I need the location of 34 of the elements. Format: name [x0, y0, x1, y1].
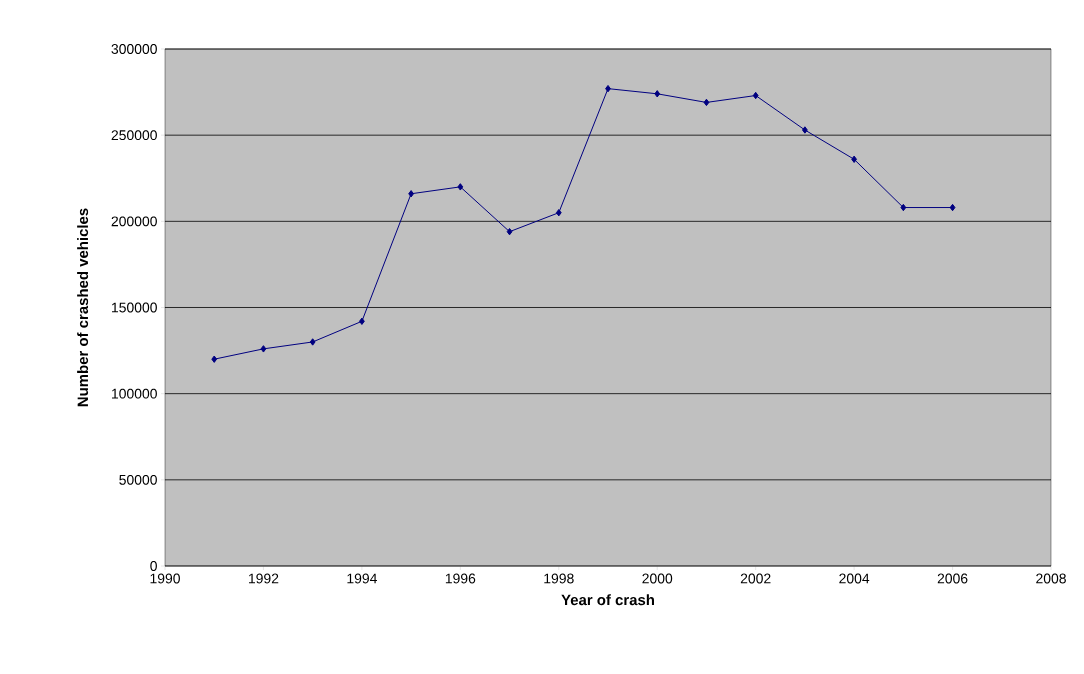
point — [211, 355, 218, 363]
y-tick-label: 50000 — [119, 474, 157, 485]
x-tick-label: 2002 — [740, 573, 771, 584]
y-tick-label: 300000 — [111, 44, 157, 54]
y-tick-label: 150000 — [112, 302, 157, 313]
point — [408, 190, 414, 198]
point — [309, 338, 316, 346]
point — [900, 203, 907, 212]
y-tick-label: 100000 — [112, 388, 157, 399]
x-axis-title: Year of crash — [561, 594, 654, 606]
x-tick-label: 1992 — [248, 573, 279, 584]
point — [802, 126, 808, 134]
x-tick-label: 2000 — [642, 573, 673, 584]
y-tick-label: 0 — [150, 561, 157, 571]
y-tick-label: 200000 — [111, 216, 157, 227]
x-tick-label: 2008 — [1036, 573, 1066, 584]
x-tick-label: 2004 — [839, 573, 870, 584]
point — [506, 227, 513, 236]
point — [260, 345, 267, 353]
point — [555, 209, 562, 217]
point — [654, 90, 661, 98]
y-tick-label: 250000 — [111, 130, 157, 141]
point — [703, 98, 710, 107]
x-tick-label: 2006 — [937, 573, 968, 584]
point — [752, 91, 759, 100]
point — [851, 155, 858, 163]
y-axis-title: Number of crashed vehicles — [77, 208, 89, 407]
x-tick-label: 1994 — [347, 573, 377, 584]
x-tick-label: 1998 — [544, 573, 574, 584]
point — [457, 183, 464, 191]
x-tick-label: 1996 — [445, 573, 476, 584]
point — [359, 317, 365, 325]
x-tick-label: 1990 — [150, 573, 180, 584]
point — [949, 203, 956, 212]
